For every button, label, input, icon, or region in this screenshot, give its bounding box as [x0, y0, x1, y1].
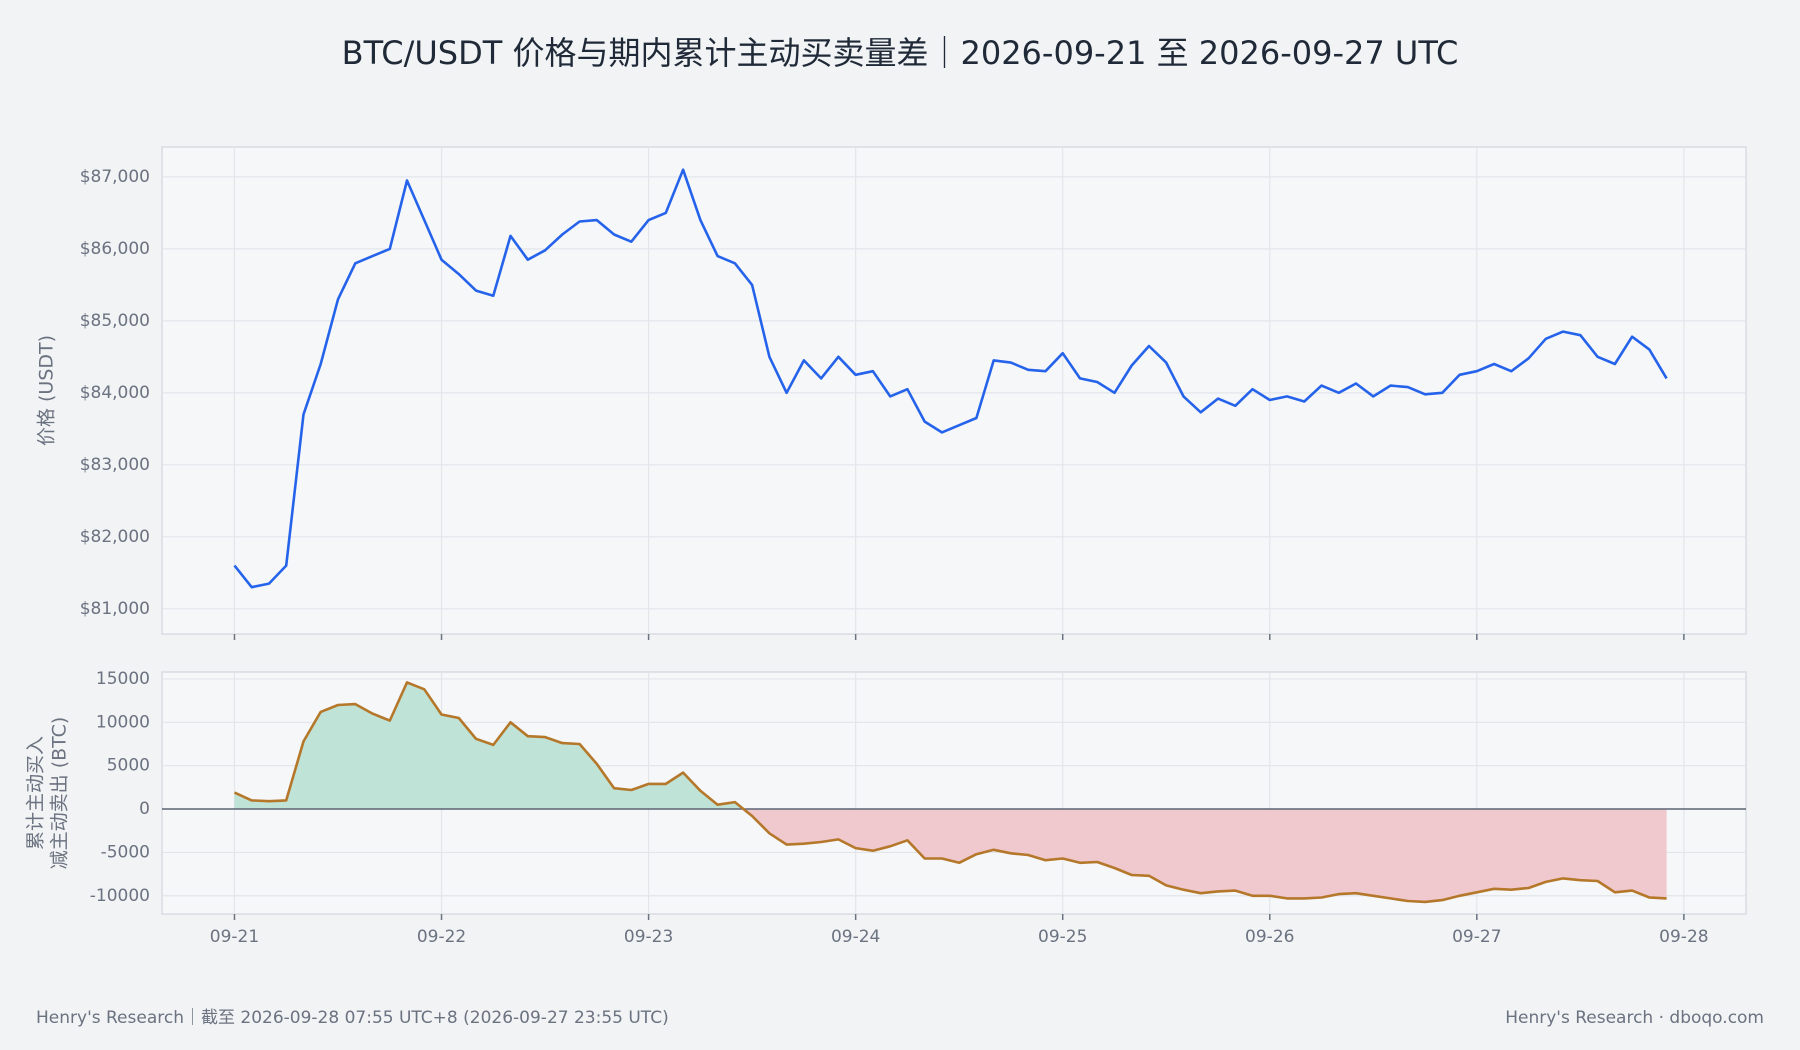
y-tick-label: $82,000 — [80, 527, 150, 547]
x-tick-label: 09-27 — [1452, 927, 1501, 947]
y-axis-label: 价格 (USDT) — [36, 335, 58, 446]
y-tick-label: $81,000 — [80, 599, 150, 619]
series-line — [233, 168, 1668, 589]
x-tick-label: 09-24 — [831, 927, 880, 947]
y-tick-label: 5000 — [107, 756, 150, 776]
y-tick-label: $86,000 — [80, 239, 150, 259]
y-axis-label: 累计主动买入 — [25, 736, 47, 850]
area-fill — [234, 809, 1667, 902]
y-tick-label: $84,000 — [80, 383, 150, 403]
plot-area — [161, 146, 1747, 635]
x-tick-label: 09-26 — [1245, 927, 1294, 947]
area-fill — [234, 682, 744, 810]
y-tick-label: $83,000 — [80, 455, 150, 475]
x-tick-label: 09-23 — [624, 927, 673, 947]
footer-right: Henry's Research · dboqo.com — [1505, 1008, 1764, 1028]
x-tick-label: 09-21 — [210, 927, 259, 947]
footer-left: Henry's Research｜截至 2026-09-28 07:55 UTC… — [36, 1008, 669, 1028]
y-axis-label: 减主动卖出 (BTC) — [49, 717, 71, 870]
y-tick-label: $87,000 — [80, 167, 150, 187]
chart-title: BTC/USDT 价格与期内累计主动买卖量差｜2026-09-21 至 2026… — [342, 34, 1459, 72]
x-tick-label: 09-25 — [1038, 927, 1087, 947]
x-tick-label: 09-28 — [1659, 927, 1708, 947]
y-tick-label: 15000 — [96, 669, 150, 689]
y-tick-label: 10000 — [96, 712, 150, 732]
y-tick-label: 0 — [139, 799, 150, 819]
y-tick-label: $85,000 — [80, 311, 150, 331]
series-line — [233, 681, 1667, 904]
y-tick-label: -10000 — [90, 886, 150, 906]
x-tick-label: 09-22 — [417, 927, 466, 947]
y-tick-label: -5000 — [101, 842, 150, 862]
